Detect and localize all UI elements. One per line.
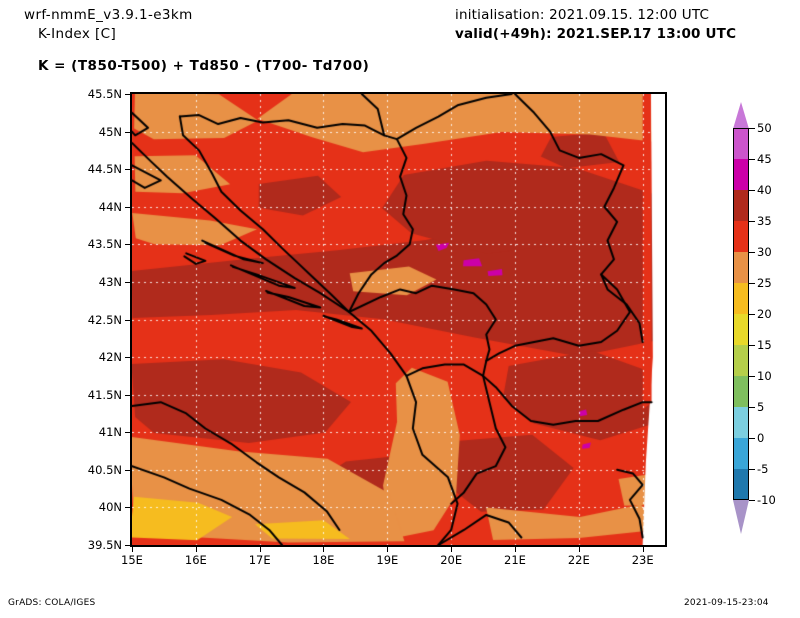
colorbar-tick-label: 50 — [757, 121, 772, 135]
lon-tick-mark — [514, 547, 516, 552]
grads-credit: GrADS: COLA/IGES — [8, 598, 96, 608]
model-title-block: wrf-nmmE_v3.9.1-e3km K-Index [C] — [24, 6, 193, 44]
lon-tick-label: 18E — [312, 553, 335, 567]
run-info-block: initialisation: 2021.09.15. 12:00 UTC va… — [455, 6, 736, 44]
lat-tick-mark — [125, 469, 130, 471]
colorbar-tick-label: -10 — [757, 493, 776, 507]
colorbar-segment — [733, 469, 749, 500]
colorbar-segment — [733, 221, 749, 252]
lon-tick-label: 20E — [440, 553, 463, 567]
lat-tick-mark — [125, 244, 130, 246]
lon-tick-label: 22E — [567, 553, 590, 567]
colorbar-tick-label: 10 — [757, 369, 772, 383]
colorbar-tick-label: 20 — [757, 307, 772, 321]
colorbar-segment — [733, 283, 749, 314]
lat-tick-label: 45N — [98, 124, 122, 139]
colorbar-tick-label: -5 — [757, 462, 769, 476]
lat-tick-label: 42N — [98, 350, 122, 365]
colorbar-tick-mark — [749, 500, 755, 501]
lat-tick-label: 44.5N — [87, 162, 122, 177]
colorbar-tick-mark — [749, 469, 755, 470]
colorbar-segment — [733, 345, 749, 376]
colorbar-over-arrow-icon — [733, 102, 749, 129]
lat-tick-label: 44N — [98, 199, 122, 214]
lon-tick-mark — [387, 547, 389, 552]
lon-tick-mark — [323, 547, 325, 552]
lat-tick-label: 40.5N — [87, 462, 122, 477]
colorbar-segment — [733, 159, 749, 190]
colorbar-tick-mark — [749, 159, 755, 160]
lat-tick-mark — [125, 94, 130, 95]
lon-tick-mark — [642, 547, 644, 552]
colorbar-under-arrow-icon — [733, 500, 749, 534]
lon-tick-label: 17E — [248, 553, 271, 567]
colorbar-tick-mark — [749, 128, 755, 129]
colorbar-segment — [733, 314, 749, 345]
colorbar-tick-label: 5 — [757, 400, 765, 414]
colorbar-tick-label: 35 — [757, 214, 772, 228]
lat-tick-label: 43N — [98, 274, 122, 289]
lat-tick-mark — [125, 206, 130, 208]
colorbar-segment — [733, 407, 749, 438]
colorbar-tick-mark — [749, 252, 755, 253]
colorbar-segment — [733, 252, 749, 283]
colorbar-tick-label: 30 — [757, 245, 772, 259]
map-plot-area[interactable] — [130, 92, 667, 547]
lat-tick-label: 40N — [98, 500, 122, 515]
initialisation-time: initialisation: 2021.09.15. 12:00 UTC — [455, 7, 710, 23]
valid-time: valid(+49h): 2021.SEP.17 13:00 UTC — [455, 26, 737, 42]
colorbar-tick-mark — [749, 376, 755, 377]
lon-tick-mark — [578, 547, 580, 552]
lat-tick-mark — [125, 281, 130, 283]
lat-tick-label: 42.5N — [87, 312, 122, 327]
formula-annotation: K = (T850-T500) + Td850 - (T700- Td700) — [38, 58, 370, 74]
lat-tick-mark — [125, 357, 130, 359]
variable-name: K-Index [C] — [38, 26, 117, 42]
colorbar-tick-mark — [749, 190, 755, 191]
colorbar-segments — [733, 128, 749, 500]
colorbar-tick-mark — [749, 314, 755, 315]
colorbar-segment — [733, 438, 749, 469]
colorbar-tick-label: 40 — [757, 183, 772, 197]
lat-tick-label: 43.5N — [87, 237, 122, 252]
colorbar[interactable]: 50 45 40 35 30 25 20 15 10 5 0 -5 -10 — [733, 102, 793, 534]
lon-tick-mark — [195, 547, 197, 552]
lat-tick-mark — [125, 169, 130, 171]
colorbar-segment — [733, 128, 749, 159]
kindex-field — [132, 94, 665, 545]
colorbar-tick-mark — [749, 407, 755, 408]
lat-tick-mark — [125, 319, 130, 321]
colorbar-tick-label: 45 — [757, 152, 772, 166]
lon-tick-label: 21E — [504, 553, 526, 567]
lat-tick-mark — [125, 545, 130, 546]
lon-tick-mark — [451, 547, 453, 552]
colorbar-segment — [733, 376, 749, 407]
colorbar-tick-label: 25 — [757, 276, 772, 290]
lon-tick-mark — [259, 547, 261, 552]
lon-tick-label: 19E — [376, 553, 399, 567]
colorbar-tick-label: 0 — [757, 431, 765, 445]
lat-tick-label: 41N — [98, 425, 122, 440]
lat-tick-mark — [125, 432, 130, 434]
lon-tick-mark — [132, 547, 133, 552]
lat-tick-mark — [125, 131, 130, 133]
lat-tick-mark — [125, 394, 130, 396]
colorbar-segment — [733, 190, 749, 221]
colorbar-tick-label: 15 — [757, 338, 772, 352]
colorbar-tick-mark — [749, 345, 755, 346]
lat-tick-mark — [125, 507, 130, 509]
lat-tick-label: 39.5N — [87, 538, 122, 552]
render-timestamp: 2021-09-15-23:04 — [684, 598, 769, 608]
colorbar-tick-mark — [749, 438, 755, 439]
lon-tick-label: 23E — [631, 553, 654, 567]
lon-tick-label: 16E — [184, 553, 207, 567]
lon-tick-label: 15E — [121, 553, 143, 567]
model-name: wrf-nmmE_v3.9.1-e3km — [24, 7, 193, 23]
lat-tick-label: 41.5N — [87, 387, 122, 402]
colorbar-tick-mark — [749, 283, 755, 284]
lat-tick-label: 45.5N — [87, 87, 122, 101]
colorbar-tick-mark — [749, 221, 755, 222]
